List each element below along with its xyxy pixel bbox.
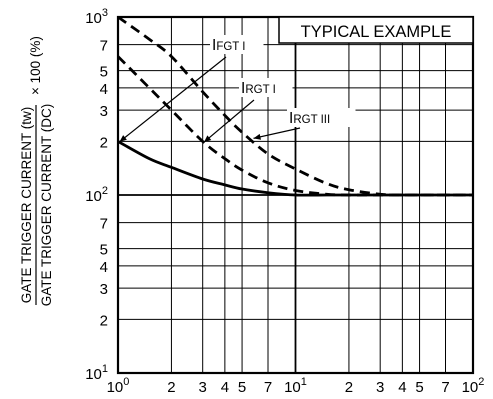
x-tick-label: 101 [284,376,307,396]
x-tick-label: 3 [376,379,384,396]
x-tick-label: 7 [264,379,272,396]
title-box [278,16,474,44]
y-tick-label: 102 [85,185,108,205]
series-label-arrowhead [119,135,127,142]
y-tick-label: 7 [100,38,108,55]
series-label-leader [253,127,301,139]
series-label-background [210,35,264,54]
y-tick-label: 3 [100,281,108,298]
series-label-ifgt-i: IFGT I [212,37,246,54]
y-tick-label: 4 [100,259,108,276]
chart-title: TYPICAL EXAMPLE [301,23,452,41]
series-label-irgt-i: IRGT I [241,80,276,97]
series-label-background [239,78,293,97]
x-tick-label: 7 [441,379,449,396]
series-label-arrowhead [203,135,212,143]
x-tick-label: 2 [167,379,175,396]
x-tick-labels: 100 2 3 4 5 7 101 2 3 4 5 7 102 [107,376,485,396]
series-label-arrowhead [253,133,261,140]
series-label-leader [119,56,227,143]
x-tick-label: 102 [462,376,485,396]
y-tick-label: 103 [85,7,108,27]
y-tick-label: 5 [100,64,108,81]
data-series [117,15,473,197]
y-tick-label: 7 [100,216,108,233]
series-label-background [287,108,356,127]
series-label-irgt-iii: IRGT III [289,110,330,127]
y-axis-label-denominator: GATE TRIGGER CURRENT (DC) [39,104,54,307]
series-labels: IFGT I IRGT I IRGT III [119,35,356,143]
y-axis-label-numerator: GATE TRIGGER CURRENT (tw) [19,107,34,304]
y-tick-label: 2 [100,312,108,329]
x-tick-label: 100 [107,376,130,396]
x-tick-label: 4 [398,379,406,396]
x-tick-label: 4 [221,379,229,396]
y-tick-label: 5 [100,242,108,259]
series-line-irgt-iii [117,15,473,197]
series-label-leader [203,99,255,143]
y-tick-label: 2 [100,134,108,151]
y-tick-label: 3 [100,103,108,120]
y-axis-label: GATE TRIGGER CURRENT (tw) GATE TRIGGER C… [19,36,54,306]
x-tick-label: 3 [199,379,207,396]
x-tick-label: 5 [238,379,246,396]
y-axis-label-suffix: × 100 (%) [28,36,43,95]
y-tick-label: 4 [100,81,108,98]
x-tick-label: 5 [415,379,423,396]
y-tick-label: 101 [85,363,108,383]
x-tick-label: 2 [345,379,353,396]
